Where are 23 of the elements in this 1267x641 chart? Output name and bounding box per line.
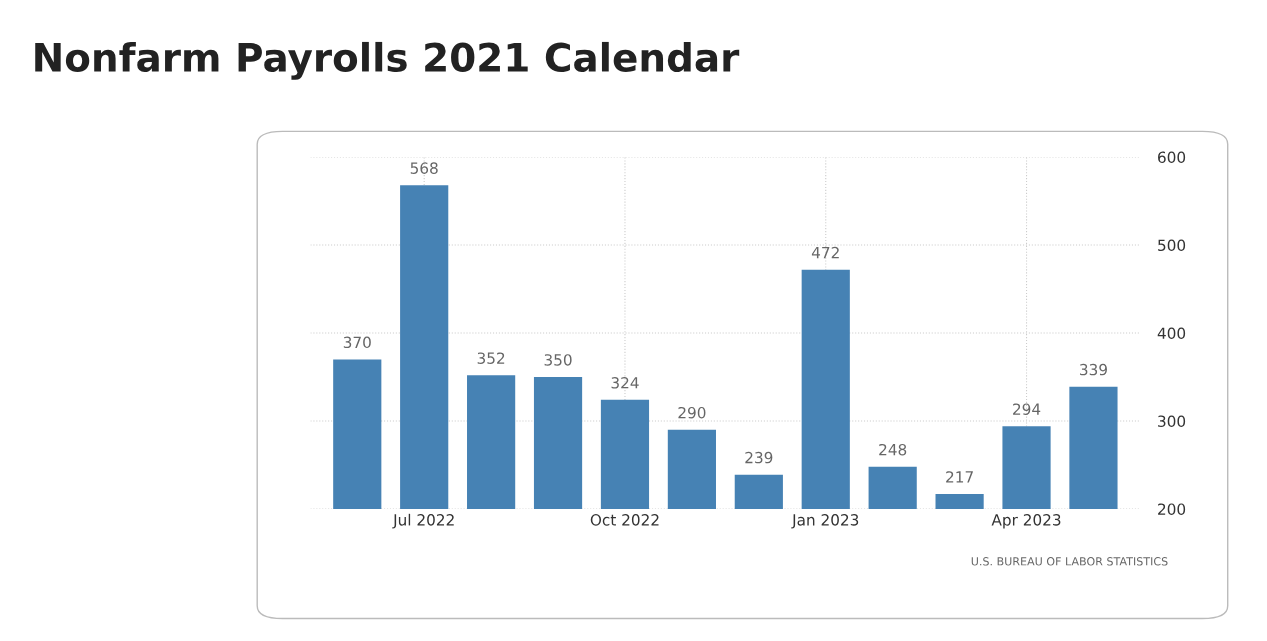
data-label: 472 bbox=[811, 246, 839, 259]
y-tick-label: 200 bbox=[1158, 503, 1186, 515]
data-label: 370 bbox=[343, 336, 371, 349]
data-label: 350 bbox=[544, 354, 572, 366]
data-label: 294 bbox=[1013, 403, 1041, 415]
data-label: 324 bbox=[611, 377, 639, 389]
x-tick-label: Apr 2023 bbox=[991, 514, 1061, 529]
x-tick-label: Jul 2022 bbox=[392, 513, 454, 529]
y-tick-label: 500 bbox=[1158, 239, 1186, 252]
y-tick-label: 300 bbox=[1158, 415, 1186, 427]
x-tick-label: Jan 2023 bbox=[791, 514, 859, 529]
data-label: 352 bbox=[477, 352, 505, 364]
text: U.S. BUREAU OF LABOR STATISTICS bbox=[971, 557, 1168, 566]
data-label: 290 bbox=[678, 406, 706, 419]
data-label: 339 bbox=[1080, 363, 1107, 376]
data-label: 248 bbox=[879, 443, 907, 456]
data-label: 568 bbox=[410, 162, 438, 174]
chart-title: Nonfarm Payrolls 2021 Calendar bbox=[35, 41, 740, 80]
y-tick-label: 400 bbox=[1157, 327, 1186, 340]
x-tick-label: Oct 2022 bbox=[590, 514, 659, 526]
data-label: 239 bbox=[745, 451, 773, 464]
data-label: 217 bbox=[946, 471, 973, 483]
y-tick-label: 600 bbox=[1158, 151, 1186, 164]
